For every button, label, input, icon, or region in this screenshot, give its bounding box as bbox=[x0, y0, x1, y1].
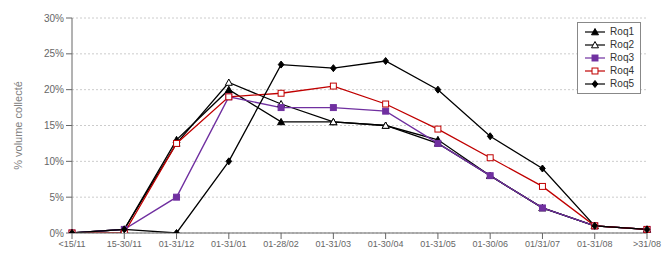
svg-text:01-31/05: 01-31/05 bbox=[420, 239, 456, 249]
svg-text:01-31/01: 01-31/01 bbox=[211, 239, 247, 249]
svg-text:01-31/08: 01-31/08 bbox=[577, 239, 613, 249]
svg-text:5%: 5% bbox=[50, 192, 65, 203]
svg-text:10%: 10% bbox=[44, 156, 64, 167]
svg-text:15%: 15% bbox=[44, 120, 64, 131]
svg-text:30%: 30% bbox=[44, 13, 64, 24]
svg-text:20%: 20% bbox=[44, 84, 64, 95]
html-text:Roq1: Roq1 bbox=[610, 26, 634, 37]
html-text:Roq2: Roq2 bbox=[610, 39, 634, 50]
svg-text:01-30/06: 01-30/06 bbox=[472, 239, 508, 249]
svg-text:01-30/04: 01-30/04 bbox=[368, 239, 404, 249]
svg-text:01/31/07: 01/31/07 bbox=[525, 239, 560, 249]
svg-text:01-31/03: 01-31/03 bbox=[316, 239, 352, 249]
svg-text:<15/11: <15/11 bbox=[58, 239, 85, 249]
svg-text:0%: 0% bbox=[50, 228, 65, 239]
html-text:Roq3: Roq3 bbox=[610, 52, 634, 63]
html-text:Roq4: Roq4 bbox=[610, 65, 634, 76]
svg-text:01-28/02: 01-28/02 bbox=[263, 239, 299, 249]
svg-text:25%: 25% bbox=[44, 48, 64, 59]
svg-text:>31/08: >31/08 bbox=[633, 239, 661, 249]
svg-text:01-31/12: 01-31/12 bbox=[159, 239, 195, 249]
svg-text:% volume collecté: % volume collecté bbox=[12, 81, 24, 170]
html-text:Roq5: Roq5 bbox=[610, 78, 634, 89]
svg-text:15-30/11: 15-30/11 bbox=[107, 239, 142, 249]
